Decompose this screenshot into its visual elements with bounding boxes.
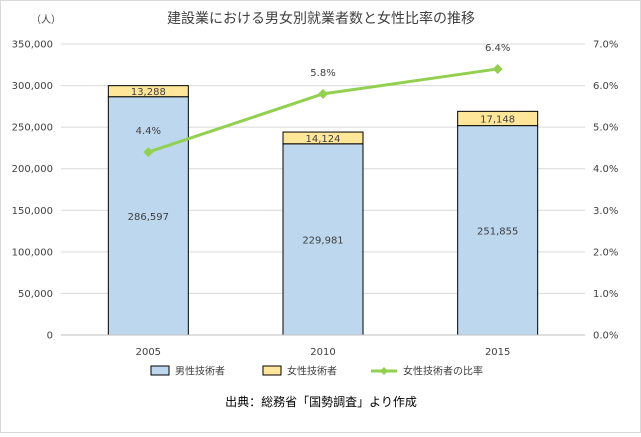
ratio-value-label: 5.8% bbox=[310, 68, 335, 79]
y2-axis-tick-label: 5.0% bbox=[593, 123, 618, 134]
bar-female-value-label: 13,288 bbox=[131, 87, 166, 98]
y2-axis-tick-label: 0.0% bbox=[593, 331, 618, 342]
legend-label: 男性技術者 bbox=[175, 365, 225, 378]
x-axis-tick-label: 2015 bbox=[485, 347, 510, 358]
ratio-marker bbox=[318, 88, 328, 99]
bar-male-value-label: 286,597 bbox=[128, 212, 169, 223]
y-axis-tick-label: 0 bbox=[47, 331, 53, 342]
legend-marker bbox=[380, 367, 388, 375]
ratio-value-label: 6.4% bbox=[485, 43, 510, 54]
y2-axis-tick-label: 6.0% bbox=[593, 81, 618, 92]
chart-title: 建設業における男女別就業者数と女性比率の推移 bbox=[167, 10, 475, 27]
legend-item-ratio: 女性技術者の比率 bbox=[371, 365, 483, 378]
y2-axis-tick-label: 7.0% bbox=[593, 40, 618, 51]
bar-female bbox=[282, 131, 364, 145]
bar-male bbox=[107, 96, 189, 336]
legend: 男性技術者 女性技術者 女性技術者の比率 bbox=[150, 365, 483, 378]
x-axis-tick-label: 2010 bbox=[310, 347, 335, 358]
bar-female bbox=[107, 85, 189, 98]
y-axis-tick-label: 350,000 bbox=[12, 40, 53, 51]
axes: 0 50,000 100,000 150,000 200,000 250,000 300,0… bbox=[12, 40, 619, 359]
y-axis-tick-label: 100,000 bbox=[12, 247, 53, 258]
y-axis-tick-label: 50,000 bbox=[18, 289, 53, 300]
bar-female-value-label: 14,124 bbox=[306, 134, 341, 145]
y-axis-tick-label: 300,000 bbox=[12, 81, 53, 92]
bars bbox=[107, 85, 539, 336]
y2-axis-tick-label: 1.0% bbox=[593, 289, 618, 300]
bar-male-value-label: 251,855 bbox=[477, 226, 518, 237]
bar-male bbox=[282, 143, 364, 336]
y2-axis-tick-label: 4.0% bbox=[593, 164, 618, 175]
legend-item-female: 女性技術者 bbox=[262, 365, 337, 378]
bar-male bbox=[457, 125, 539, 336]
legend-swatch bbox=[150, 365, 170, 376]
ratio-marker bbox=[143, 147, 154, 158]
bar-male-value-label: 229,981 bbox=[302, 235, 343, 246]
bar-female-value-label: 17,148 bbox=[480, 114, 515, 125]
data-labels: 286,597 13,288 229,981 14,124 251,855 17,148 4… bbox=[128, 43, 519, 246]
y2-axis-tick-label: 3.0% bbox=[593, 206, 618, 217]
y-axis-tick-label: 250,000 bbox=[12, 123, 53, 134]
ratio-value-label: 4.4% bbox=[136, 126, 161, 137]
y2-axis-tick-label: 2.0% bbox=[593, 247, 618, 258]
legend-label: 女性技術者 bbox=[287, 365, 337, 378]
ratio-line bbox=[143, 63, 503, 158]
legend-label: 女性技術者の比率 bbox=[403, 365, 483, 378]
bar-female bbox=[457, 110, 539, 127]
y-axis-tick-label: 200,000 bbox=[12, 164, 53, 175]
ratio-marker bbox=[492, 63, 503, 74]
legend-item-male: 男性技術者 bbox=[150, 365, 225, 378]
source-note: 出典：総務省「国勢調査」より作成 bbox=[225, 394, 417, 409]
x-axis-tick-label: 2005 bbox=[136, 347, 161, 358]
y-axis-unit-label: （人） bbox=[31, 14, 61, 26]
y-axis-tick-label: 150,000 bbox=[12, 206, 53, 217]
legend-swatch bbox=[262, 365, 282, 376]
